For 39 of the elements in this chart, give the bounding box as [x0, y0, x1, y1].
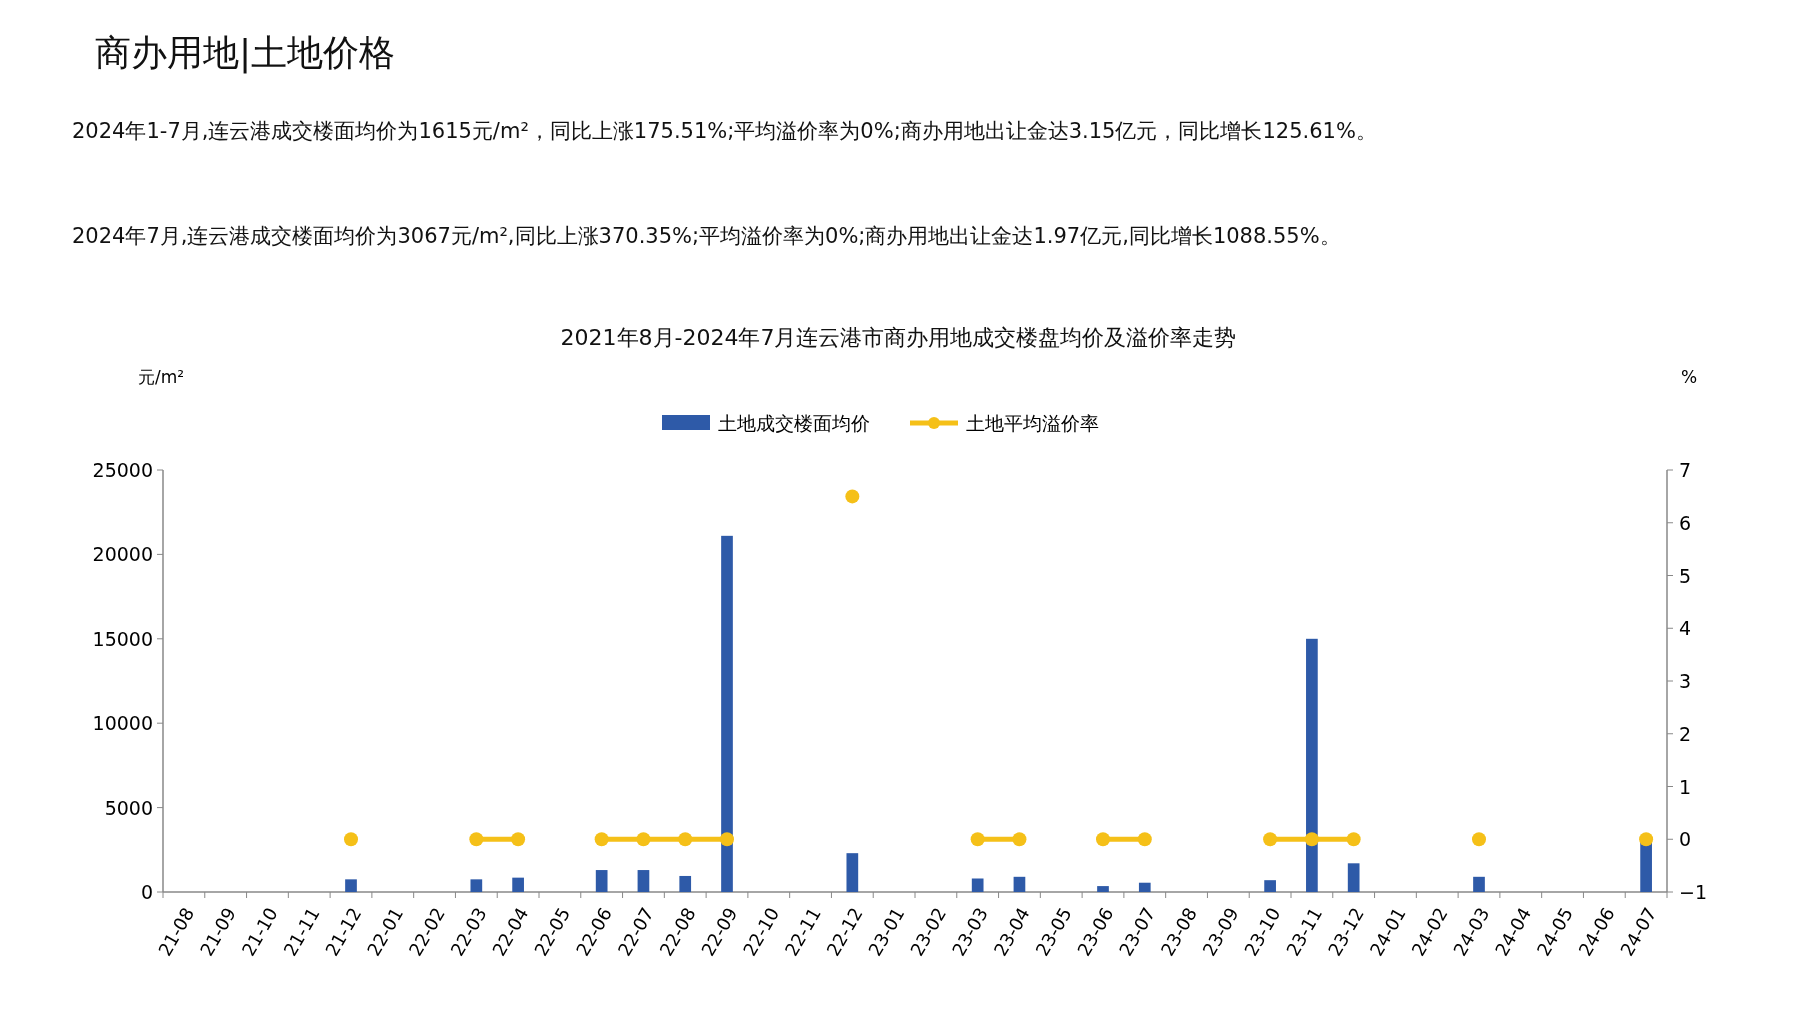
bar	[1306, 638, 1318, 892]
bar	[637, 870, 650, 892]
y-tick-label: 15000	[92, 627, 153, 650]
y2-tick-label: −1	[1679, 881, 1708, 903]
y2-tick-label: 4	[1679, 617, 1692, 640]
bar	[470, 879, 483, 892]
bar	[512, 877, 524, 892]
y2-tick-label: 6	[1679, 511, 1692, 534]
bar	[1097, 886, 1109, 892]
y-axis-title: 元/m²	[137, 367, 185, 387]
bar	[721, 535, 733, 892]
text: 商办用地|土地价格	[95, 32, 396, 74]
legend-label: 土地成交楼面均价	[718, 412, 870, 434]
y2-tick-label: 3	[1679, 670, 1692, 692]
bar	[1473, 876, 1485, 892]
bar	[1138, 882, 1151, 892]
bar	[846, 853, 859, 892]
y-tick-label: 0	[140, 881, 153, 903]
y-tick-label: 20000	[92, 543, 153, 566]
y-tick-label: 10000	[92, 712, 153, 735]
bar	[1347, 863, 1360, 892]
bar	[971, 878, 984, 892]
bar	[595, 870, 608, 892]
text: 2024年1-7月,连云港成交楼面均价为1615元/m²，同比上涨175.51%;平均溢价率为0%;商办用地出让金达3.15亿元，同比增长125.61%。	[72, 119, 1377, 143]
legend-label: 土地平均溢价率	[966, 412, 1099, 434]
bar	[1264, 880, 1276, 892]
y2-tick-label: 2	[1679, 722, 1692, 745]
text: 2024年7月,连云港成交楼面均价为3067元/m²,同比上涨370.35%;平均溢价率为0%;商办用地出让金达1.97亿元,同比增长1088.55%。	[72, 224, 1341, 248]
y2-tick-label: 0	[1679, 828, 1692, 851]
y-tick-label: 25000	[92, 459, 153, 481]
bar	[345, 879, 357, 892]
y2-tick-label: 5	[1679, 564, 1692, 587]
y-tick-label: 5000	[104, 796, 153, 819]
y2-axis-title: %	[1680, 367, 1698, 387]
bar	[1013, 876, 1026, 892]
bar	[679, 875, 692, 892]
y2-tick-label: 7	[1679, 459, 1692, 481]
chart-title: 2021年8月-2024年7月连云港市商办用地成交楼盘均价及溢价率走势	[560, 325, 1237, 350]
y2-tick-label: 1	[1679, 775, 1692, 798]
